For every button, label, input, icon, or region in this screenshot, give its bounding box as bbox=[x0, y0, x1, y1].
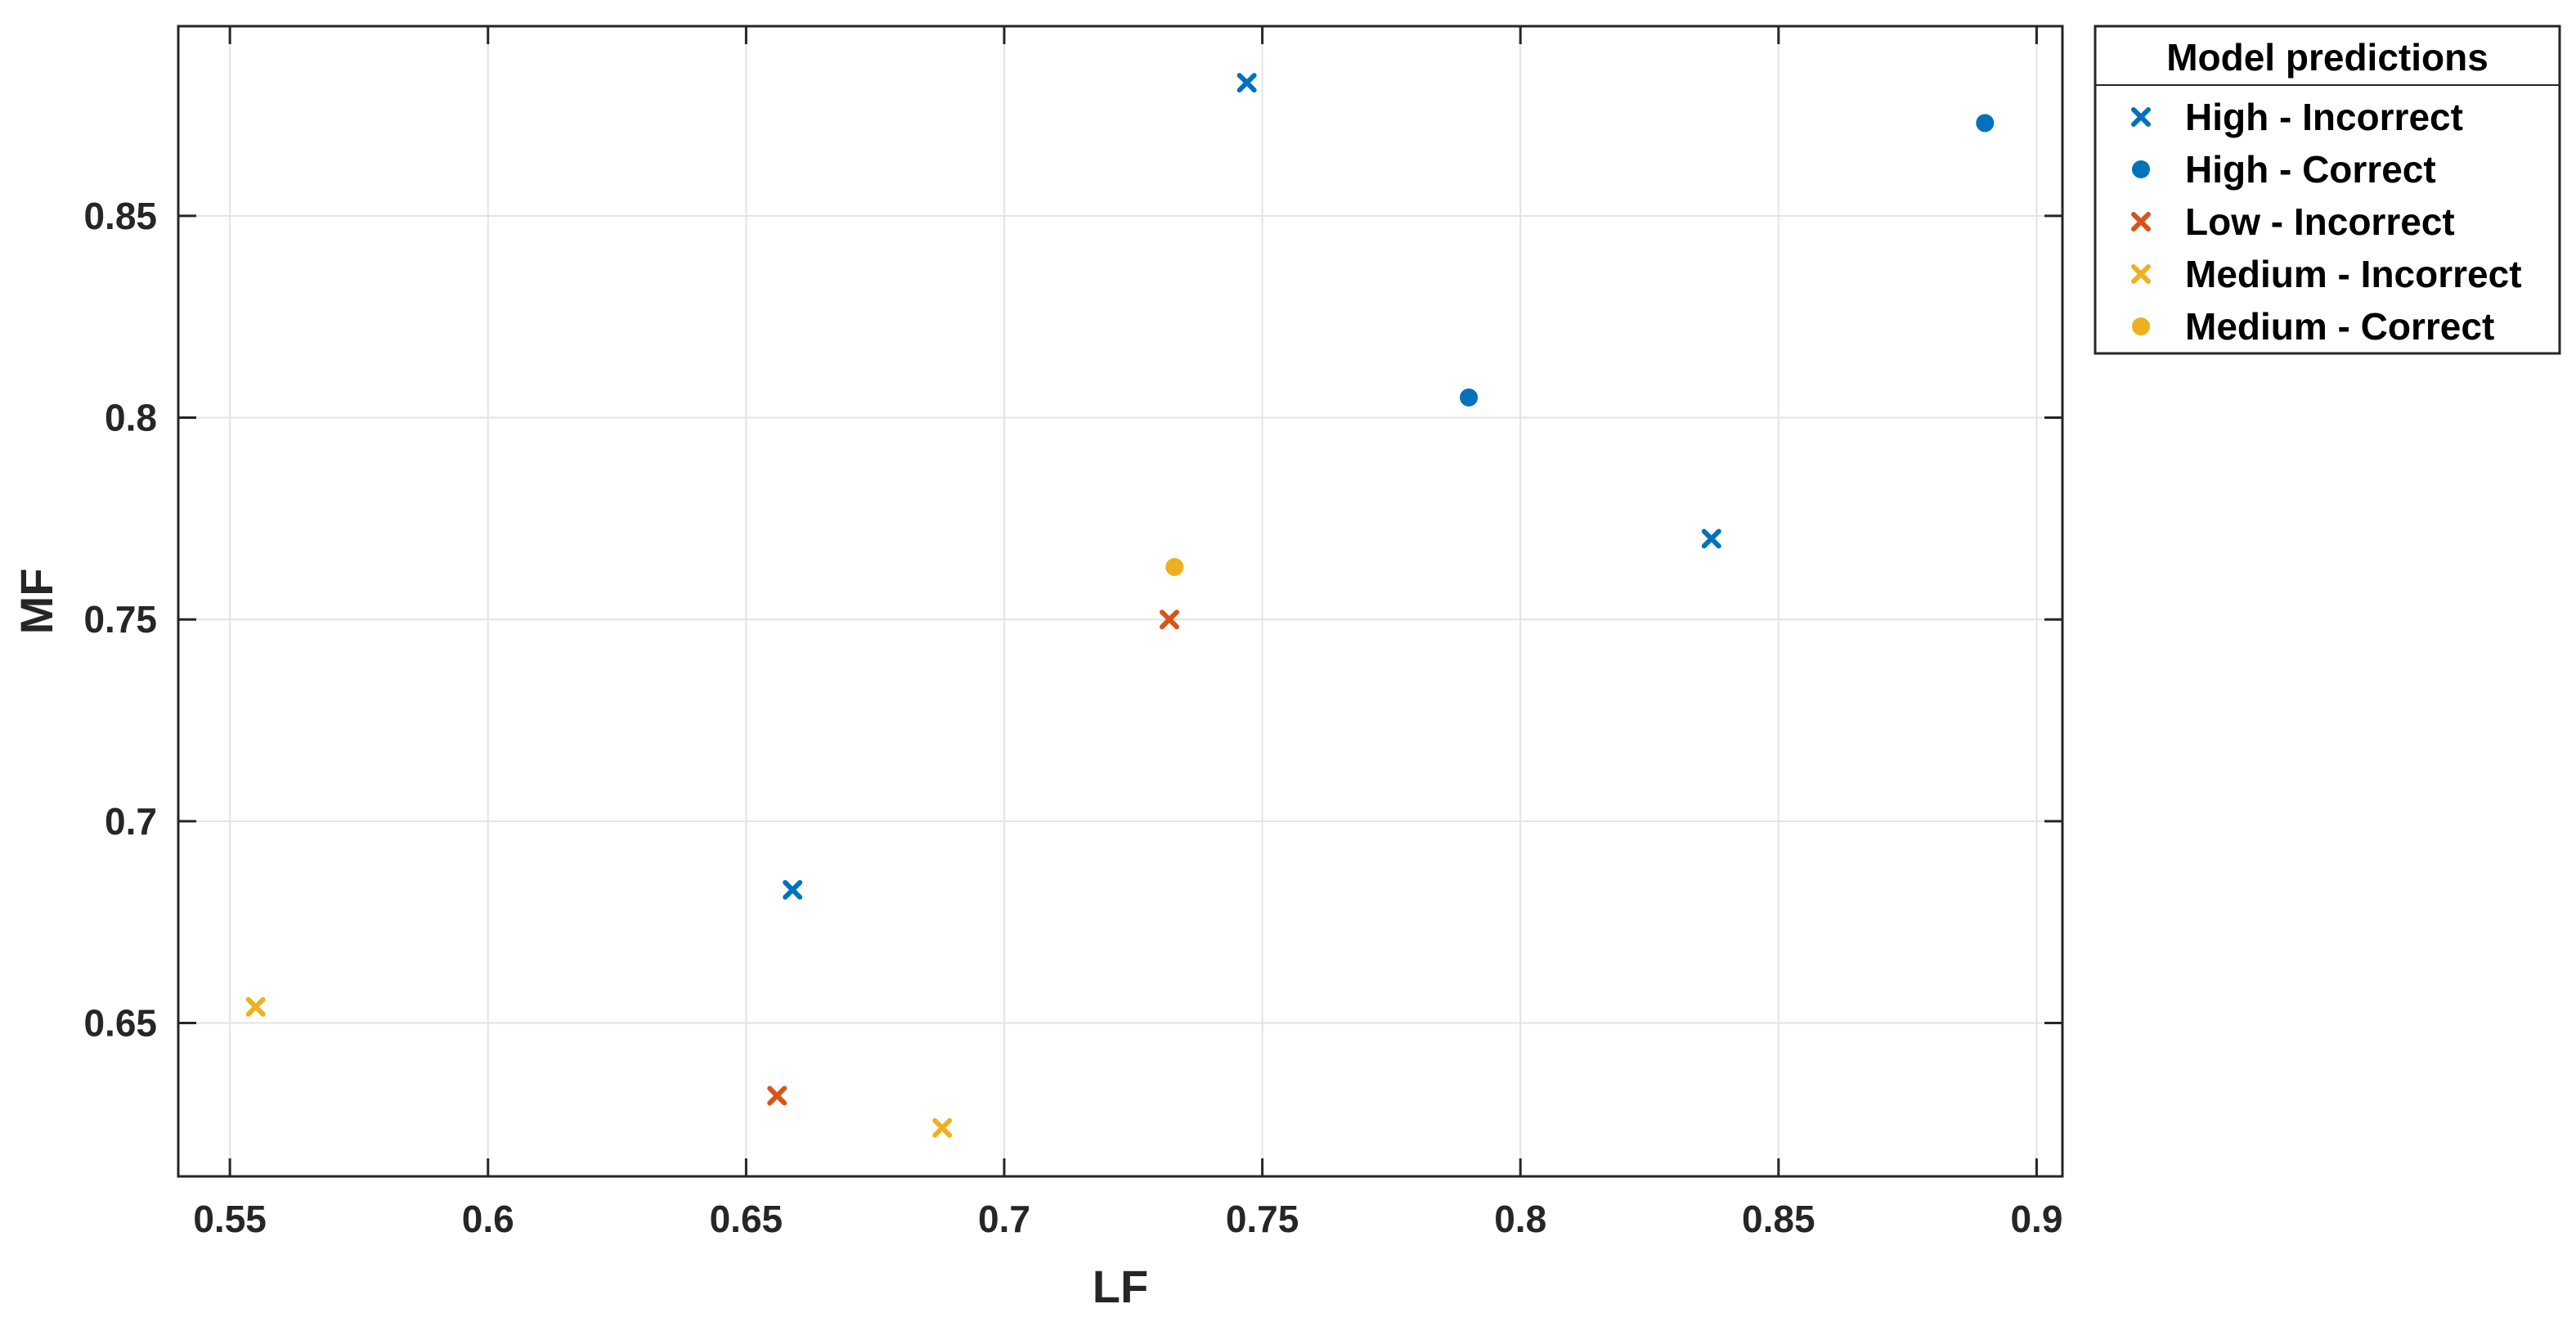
data-point bbox=[767, 1086, 788, 1106]
x-tick-label: 0.7 bbox=[978, 1198, 1030, 1240]
y-tick-label: 0.75 bbox=[83, 598, 157, 641]
x-tick-label: 0.75 bbox=[1226, 1198, 1299, 1240]
x-marker-stroke bbox=[932, 1117, 953, 1138]
x-marker-stroke bbox=[767, 1086, 788, 1106]
x-tick-label: 0.9 bbox=[2010, 1198, 2062, 1240]
x-tick-label: 0.55 bbox=[193, 1198, 267, 1240]
legend-marker bbox=[2132, 160, 2150, 178]
legend-entry-label: Low - Incorrect bbox=[2185, 200, 2455, 243]
x-marker-stroke bbox=[2131, 264, 2151, 284]
data-points bbox=[245, 73, 1995, 1138]
legend-items: High - Incorrect High - Correct Low - Inco… bbox=[2131, 96, 2522, 348]
data-point bbox=[1976, 114, 1995, 133]
legend-entry-label: High - Incorrect bbox=[2185, 96, 2463, 138]
legend-entry-label: Medium - Incorrect bbox=[2185, 253, 2522, 295]
data-point bbox=[1236, 73, 1257, 93]
y-axis-label: MF bbox=[11, 569, 62, 635]
data-point bbox=[245, 996, 266, 1017]
legend-title: Model predictions bbox=[2166, 36, 2488, 79]
x-marker-stroke bbox=[1236, 73, 1257, 93]
x-marker-stroke bbox=[1159, 609, 1179, 630]
data-point bbox=[1701, 528, 1721, 549]
x-marker-stroke bbox=[245, 996, 266, 1017]
legend-marker bbox=[2131, 212, 2151, 232]
x-marker-stroke bbox=[783, 879, 803, 900]
data-point bbox=[1165, 558, 1184, 577]
x-marker-stroke bbox=[2131, 107, 2151, 127]
x-marker-stroke bbox=[1701, 528, 1721, 549]
y-tick-label: 0.8 bbox=[105, 397, 157, 439]
data-point bbox=[1159, 609, 1179, 630]
x-axis-label: LF bbox=[1093, 1261, 1148, 1312]
x-tick-label: 0.85 bbox=[1742, 1198, 1815, 1240]
data-point bbox=[783, 879, 803, 900]
data-point bbox=[1460, 388, 1479, 407]
plot-area-frame bbox=[177, 25, 2064, 1178]
legend-entry-label: High - Correct bbox=[2185, 148, 2436, 191]
legend-marker bbox=[2132, 317, 2150, 335]
grid-lines bbox=[178, 26, 2062, 1176]
axis-ticks: 0.55 0.6 0.65 0.7 0.75 0.8 0.85 0.9 0.65 0.7 0.75 0… bbox=[83, 26, 2062, 1240]
legend-box bbox=[2094, 25, 2561, 355]
x-marker-stroke bbox=[2131, 212, 2151, 232]
x-tick-label: 0.6 bbox=[462, 1198, 514, 1240]
y-tick-label: 0.85 bbox=[83, 195, 157, 237]
data-point bbox=[932, 1117, 953, 1138]
y-tick-label: 0.65 bbox=[83, 1002, 157, 1045]
legend-entry-label: Medium - Correct bbox=[2185, 305, 2494, 348]
y-tick-label: 0.7 bbox=[105, 800, 157, 843]
x-tick-label: 0.65 bbox=[710, 1198, 783, 1240]
legend-marker bbox=[2131, 107, 2151, 127]
x-tick-label: 0.8 bbox=[1494, 1198, 1546, 1240]
legend-marker bbox=[2131, 264, 2151, 284]
